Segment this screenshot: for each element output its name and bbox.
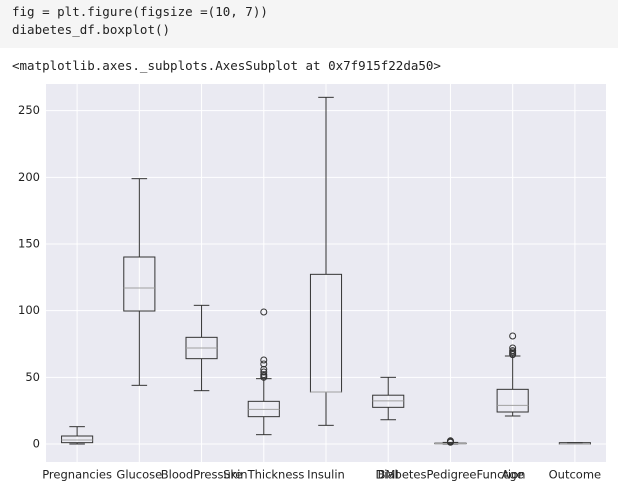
flier <box>260 356 268 364</box>
box <box>123 256 156 312</box>
output-text: <matplotlib.axes._subplots.AxesSubplot a… <box>12 58 441 73</box>
flier <box>509 332 517 340</box>
y-tick-label: 200 <box>18 170 40 184</box>
box <box>496 388 529 413</box>
x-tick-label: Insulin <box>307 468 345 482</box>
y-tick-label: 100 <box>18 303 40 317</box>
code-line: diabetes_df.boxplot() <box>12 22 171 37</box>
code-line: fig = plt.figure(figsize =(10, 7)) <box>12 4 268 19</box>
flier <box>260 360 268 368</box>
y-tick-label: 0 <box>33 437 40 451</box>
x-tick-label: Glucose <box>116 468 162 482</box>
x-tick-label: BMI <box>378 468 399 482</box>
flier <box>446 437 454 445</box>
y-tick-label: 150 <box>18 237 40 251</box>
x-tick-label: DiabetesPedigreeFunction <box>375 468 525 482</box>
flier <box>260 371 268 379</box>
x-tick-label: Outcome <box>549 468 602 482</box>
code-cell: fig = plt.figure(figsize =(10, 7)) diabe… <box>0 0 618 48</box>
y-tick-label: 50 <box>25 370 40 384</box>
flier <box>509 344 517 352</box>
flier <box>260 365 268 373</box>
x-tick-label: BloodPressure <box>161 468 243 482</box>
x-tick-label: SkinThickness <box>223 468 304 482</box>
x-tick-label: Pregnancies <box>42 468 112 482</box>
x-tick-label: Age <box>502 468 524 482</box>
box <box>61 435 94 444</box>
flier <box>509 347 517 355</box>
flier <box>260 368 268 376</box>
y-tick-label: 250 <box>18 103 40 117</box>
flier <box>260 308 268 316</box>
